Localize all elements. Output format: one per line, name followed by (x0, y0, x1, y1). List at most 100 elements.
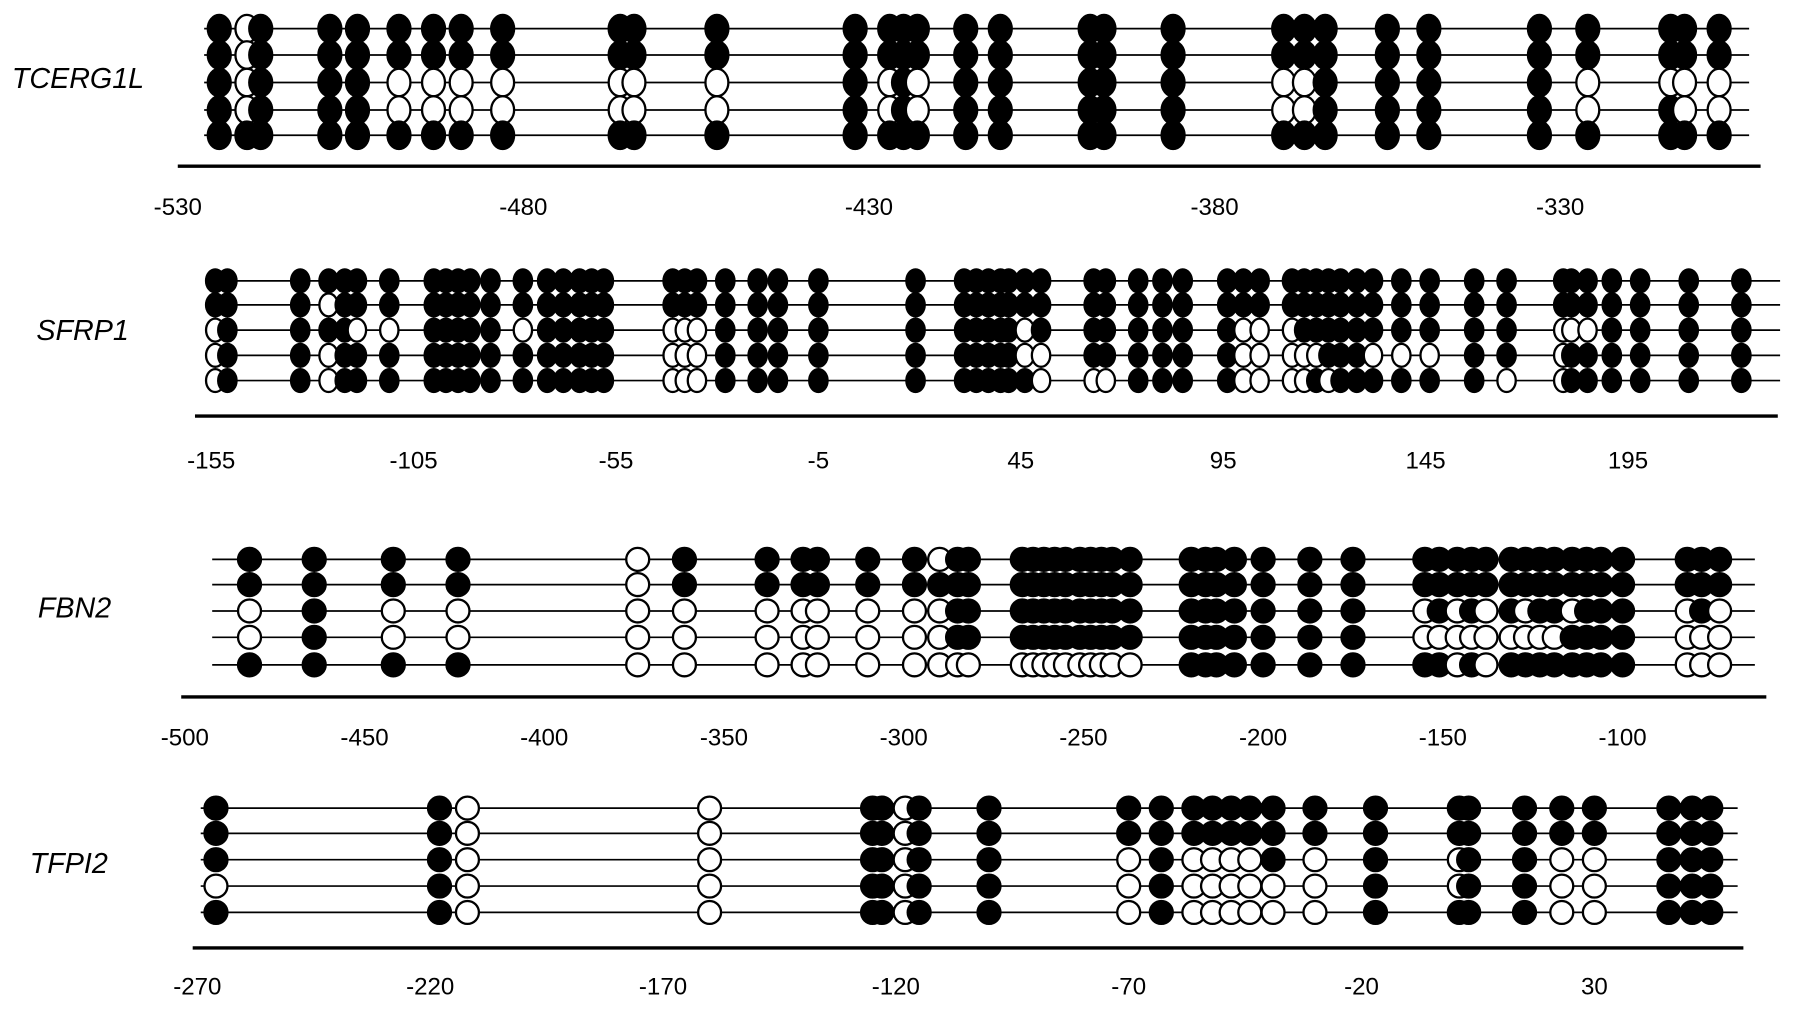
cpg-site (621, 40, 647, 70)
cpg-site (1731, 317, 1752, 343)
cpg-site (1706, 13, 1732, 44)
cpg-site (593, 317, 615, 343)
cpg-site (747, 367, 768, 394)
cpg-site (696, 820, 723, 846)
cpg-site (1473, 546, 1499, 572)
x-tick-label: -480 (499, 194, 547, 221)
cpg-site (1526, 67, 1553, 98)
cpg-site (1419, 292, 1440, 318)
x-tick-label: -530 (154, 194, 202, 221)
cpg-site (1249, 292, 1270, 318)
cpg-site (1656, 873, 1682, 899)
cpg-site (1260, 847, 1286, 873)
cpg-site (987, 13, 1013, 44)
cpg-site (1496, 268, 1517, 294)
x-tick-label: -5 (808, 447, 829, 474)
x-tick-label: -70 (1111, 973, 1146, 1000)
cpg-site (804, 571, 831, 598)
cpg-site (696, 847, 723, 873)
cpg-site (842, 95, 868, 125)
cpg-site (1588, 546, 1614, 572)
cpg-site (1340, 624, 1366, 650)
cpg-site (378, 268, 400, 294)
cpg-site (671, 546, 698, 572)
cpg-site (704, 95, 730, 125)
cpg-site (625, 546, 651, 572)
cpg-site (1030, 317, 1052, 343)
cpg-site (454, 899, 481, 926)
cpg-site (1362, 795, 1389, 821)
cpg-site (203, 847, 229, 873)
cpg-site (987, 120, 1013, 151)
cpg-site (454, 847, 481, 873)
cpg-site (378, 367, 400, 394)
cpg-site (1706, 652, 1733, 678)
x-tick-label: 195 (1608, 447, 1648, 474)
cpg-site (386, 95, 412, 125)
cpg-site (1656, 847, 1682, 873)
cpg-site (1456, 820, 1482, 846)
cpg-site (217, 292, 238, 318)
cpg-site (1297, 598, 1323, 624)
cpg-site (1362, 873, 1389, 899)
cpg-site (976, 847, 1002, 873)
cpg-site (378, 292, 400, 318)
cpg-site (317, 120, 343, 151)
cpg-site (869, 873, 895, 899)
cpg-site (1297, 624, 1323, 650)
x-tick-label: -380 (1190, 194, 1238, 221)
cpg-site (987, 95, 1013, 125)
cpg-site (1271, 67, 1297, 98)
cpg-site (1526, 95, 1553, 125)
cpg-site (1095, 292, 1117, 318)
cpg-site (1588, 598, 1614, 624)
cpg-site (1237, 795, 1263, 821)
cpg-site (1731, 367, 1752, 394)
cpg-site (593, 342, 615, 368)
cpg-site (804, 546, 831, 572)
cpg-site (459, 268, 481, 294)
cpg-site (747, 268, 768, 294)
x-tick-label: -155 (187, 447, 235, 474)
cpg-site (754, 571, 780, 598)
cpg-site (1390, 268, 1412, 294)
cpg-site (236, 652, 263, 678)
cpg-site (1374, 40, 1400, 70)
cpg-site (1030, 342, 1052, 368)
cpg-site (808, 317, 829, 343)
cpg-site (236, 598, 263, 624)
cpg-site (1609, 652, 1636, 678)
cpg-site (1116, 899, 1142, 926)
cpg-site (906, 820, 932, 846)
cpg-site (904, 67, 930, 98)
cpg-site (1362, 820, 1389, 846)
cpg-site (378, 317, 400, 343)
cpg-site (1312, 120, 1338, 151)
cpg-site (301, 571, 327, 598)
cpg-site (1237, 899, 1263, 926)
cpg-site (1511, 899, 1538, 926)
cpg-site (704, 120, 730, 151)
cpg-site (317, 40, 343, 70)
cpg-site (621, 120, 647, 151)
cpg-site (206, 95, 232, 125)
cpg-site (1297, 546, 1323, 572)
cpg-site (1698, 899, 1724, 926)
cpg-site (671, 624, 698, 650)
cpg-site (901, 624, 928, 650)
cpg-site (1160, 13, 1186, 44)
cpg-site (301, 652, 327, 678)
cpg-site (1374, 13, 1400, 44)
cpg-site (904, 95, 930, 125)
cpg-site (804, 624, 831, 650)
cpg-site (301, 624, 327, 650)
cpg-site (976, 795, 1002, 821)
cpg-site (714, 268, 736, 294)
cpg-site (1629, 367, 1651, 394)
cpg-site (808, 342, 829, 368)
cpg-site (842, 67, 868, 98)
cpg-site (1698, 873, 1724, 899)
cpg-site (206, 40, 232, 70)
cpg-site (1549, 899, 1575, 926)
cpg-site (1221, 624, 1247, 650)
